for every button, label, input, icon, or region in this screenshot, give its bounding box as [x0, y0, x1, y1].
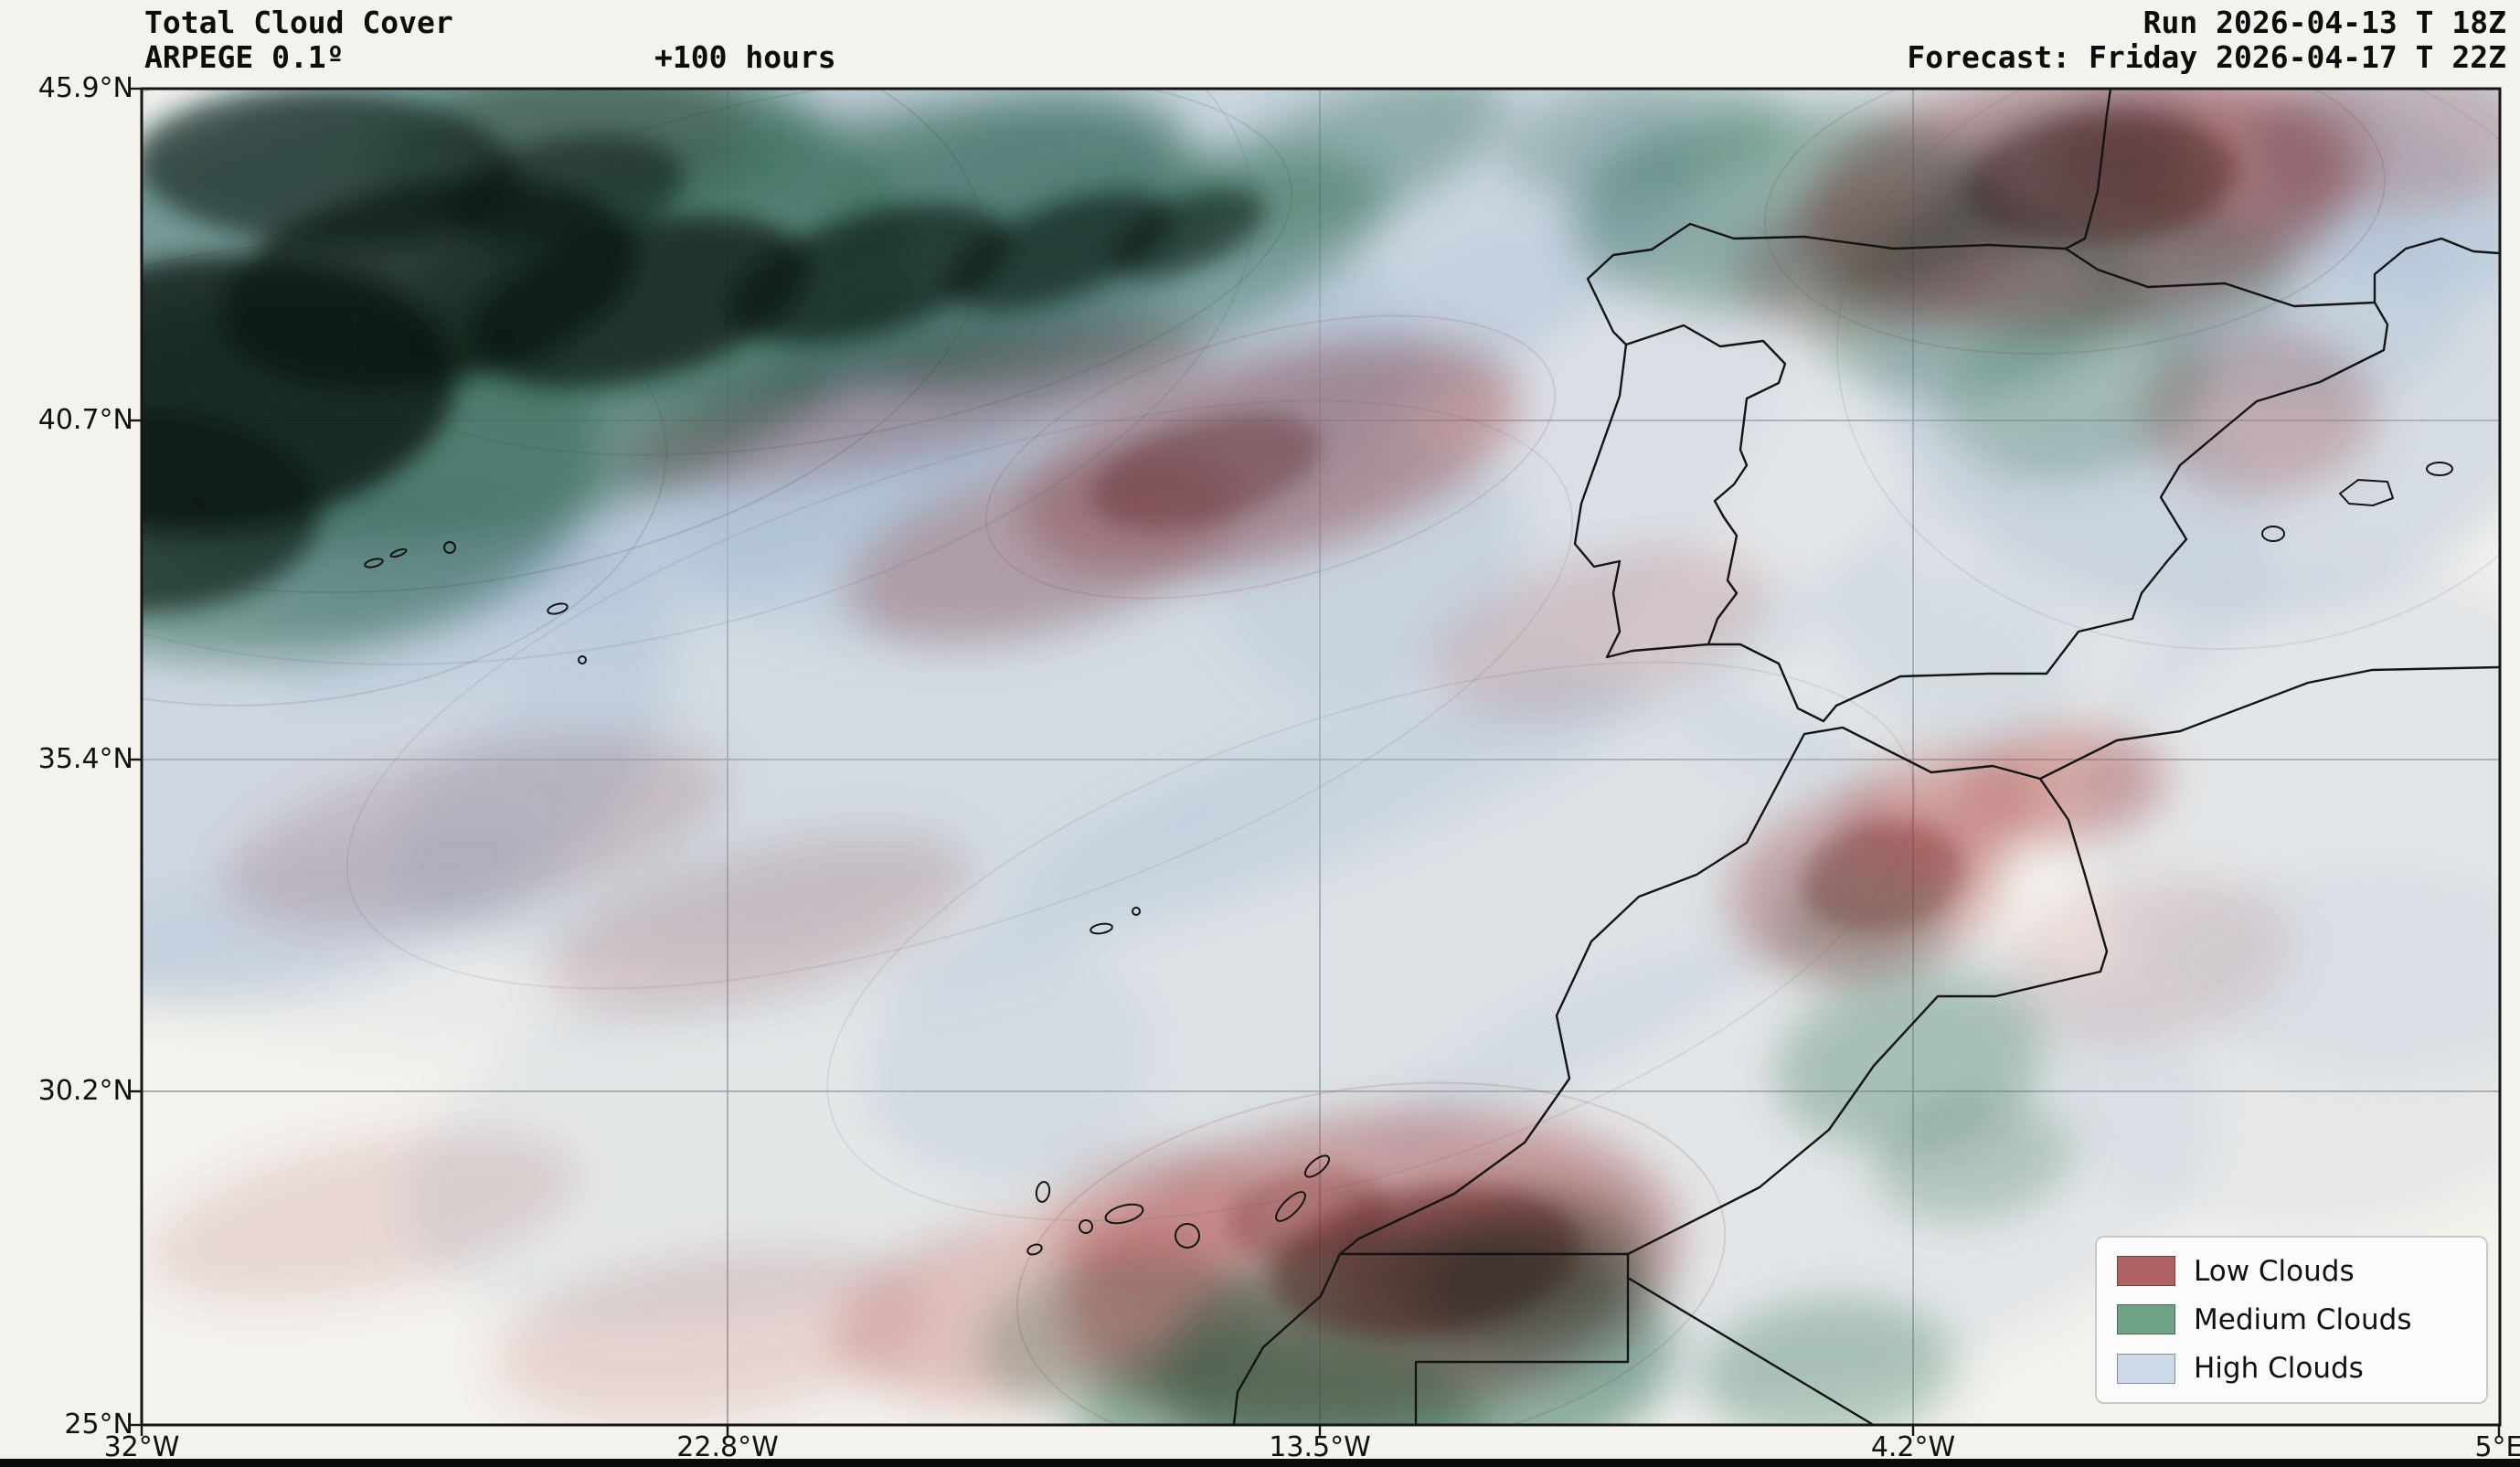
forecast-datetime-label: Forecast: Friday 2026-04-17 T 22Z: [1907, 39, 2506, 75]
medium-clouds-core-layer: [142, 90, 1266, 612]
algeria-mauritania-border: [1626, 1276, 1874, 1425]
lon-tick-label: 32°W: [103, 1431, 180, 1463]
france-atlantic-coast: [2064, 89, 2112, 250]
model-label: ARPEGE 0.1º: [144, 39, 345, 75]
legend-item-medium: Medium Clouds: [2117, 1303, 2466, 1336]
lat-tick-label: 45.9°N: [37, 72, 133, 104]
lon-tick-label: 13.5°W: [1269, 1431, 1371, 1463]
france-mediterranean-coast: [2373, 237, 2500, 304]
coastlines: [195, 89, 2500, 1425]
legend-item-low: Low Clouds: [2117, 1255, 2466, 1288]
lon-tick-label: 4.2°W: [1870, 1431, 1956, 1463]
run-datetime-label: Run 2026-04-13 T 18Z: [2143, 5, 2506, 40]
legend-item-high: High Clouds: [2117, 1352, 2466, 1385]
iberia-coastline: [1573, 222, 2389, 723]
madeira-islands: [1090, 907, 1141, 935]
balearic-islands: [2261, 462, 2453, 542]
bottom-bar: [0, 1459, 2520, 1467]
lead-time-label: +100 hours: [654, 39, 836, 75]
map-frame: [140, 87, 2502, 1427]
map-title: Total Cloud Cover: [144, 5, 453, 40]
portugal-spain-border: [1624, 324, 1787, 646]
lon-tick-label: 5°E: [2474, 1431, 2520, 1463]
legend-swatch-high-clouds: [2117, 1353, 2175, 1384]
legend-label-medium-clouds: Medium Clouds: [2194, 1302, 2412, 1336]
lon-tick-label: 22.8°W: [676, 1431, 779, 1463]
legend-label-low-clouds: Low Clouds: [2194, 1254, 2355, 1288]
legend-swatch-low-clouds: [2117, 1256, 2175, 1287]
canary-islands: [1026, 1154, 1331, 1256]
lat-tick-label: 35.4°N: [37, 743, 133, 775]
lat-tick-label: 30.2°N: [37, 1075, 133, 1107]
lat-tick-label: 40.7°N: [37, 404, 133, 436]
morocco-algeria-border: [1626, 777, 2109, 1256]
legend-label-high-clouds: High Clouds: [2194, 1352, 2364, 1386]
lat-tick-label: 25°N: [64, 1409, 133, 1440]
africa-coastline: [1232, 665, 2500, 1425]
western-sahara-border: [1338, 1252, 1630, 1425]
azores-islands: [195, 496, 587, 664]
legend-swatch-medium-clouds: [2117, 1304, 2175, 1335]
legend: Low Clouds Medium Clouds High Clouds: [2095, 1236, 2488, 1404]
axis-ticks: [131, 87, 2501, 1436]
